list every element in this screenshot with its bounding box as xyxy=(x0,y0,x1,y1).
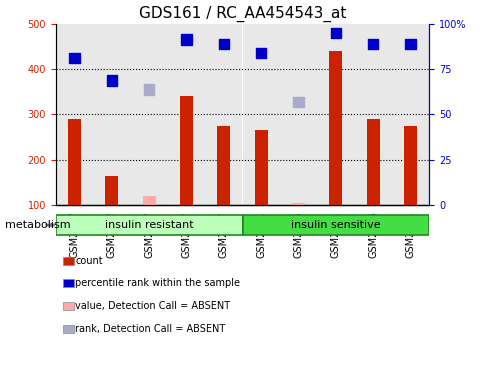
Bar xyxy=(217,126,230,205)
Point xyxy=(145,86,153,92)
Point xyxy=(331,30,339,36)
Text: percentile rank within the sample: percentile rank within the sample xyxy=(75,278,240,288)
Bar xyxy=(167,24,205,205)
Bar xyxy=(254,130,267,205)
Bar xyxy=(279,24,317,205)
Bar xyxy=(354,24,391,205)
Bar xyxy=(366,119,379,205)
Bar xyxy=(242,24,279,205)
Point xyxy=(406,41,413,47)
Bar xyxy=(68,119,81,205)
Text: metabolism: metabolism xyxy=(5,220,70,230)
Text: count: count xyxy=(75,255,103,266)
Text: value, Detection Call = ABSENT: value, Detection Call = ABSENT xyxy=(75,301,230,311)
Bar xyxy=(391,24,428,205)
Bar xyxy=(329,51,342,205)
Bar xyxy=(56,24,93,205)
Bar xyxy=(180,96,193,205)
Bar xyxy=(205,24,242,205)
Bar xyxy=(105,176,118,205)
Bar xyxy=(242,215,428,235)
Point xyxy=(182,37,190,42)
Point xyxy=(219,41,227,47)
Title: GDS161 / RC_AA454543_at: GDS161 / RC_AA454543_at xyxy=(138,6,346,22)
Point xyxy=(294,99,302,105)
Point xyxy=(257,50,265,56)
Point xyxy=(369,41,377,47)
Bar xyxy=(403,126,416,205)
Bar xyxy=(130,24,167,205)
Point xyxy=(71,55,78,61)
Bar xyxy=(142,196,155,205)
Point xyxy=(107,78,115,83)
Text: insulin resistant: insulin resistant xyxy=(105,220,193,230)
Bar xyxy=(56,215,242,235)
Bar xyxy=(291,203,304,205)
Bar xyxy=(317,24,354,205)
Bar xyxy=(93,24,130,205)
Text: rank, Detection Call = ABSENT: rank, Detection Call = ABSENT xyxy=(75,324,225,334)
Text: insulin sensitive: insulin sensitive xyxy=(290,220,380,230)
